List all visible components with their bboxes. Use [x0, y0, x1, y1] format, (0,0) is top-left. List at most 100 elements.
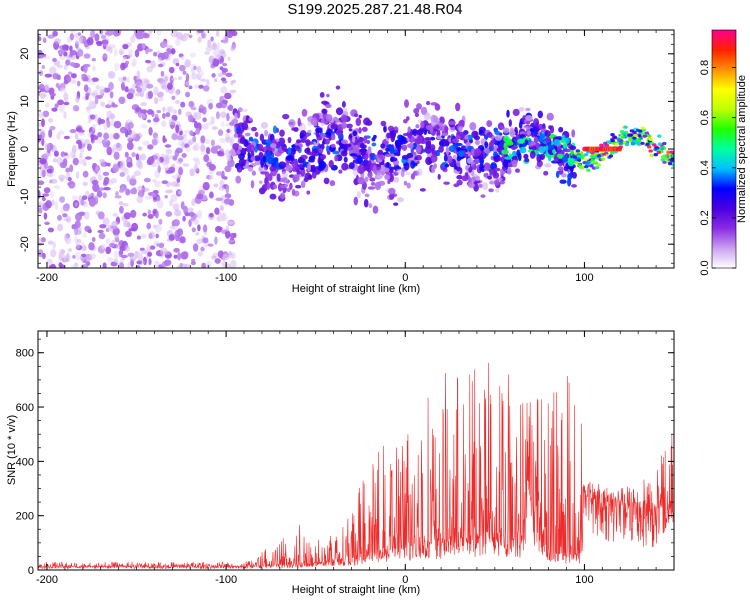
heatmap-cell — [135, 76, 141, 81]
heatmap-cell — [476, 164, 481, 170]
heatmap-cell — [147, 119, 151, 123]
heatmap-cell — [156, 30, 162, 36]
heatmap-cell — [223, 176, 228, 180]
heatmap-cell — [216, 150, 224, 155]
heatmap-cell — [228, 116, 235, 120]
heatmap-cell — [39, 92, 46, 99]
heatmap-cell — [82, 76, 89, 82]
heatmap-cell — [407, 126, 411, 133]
heatmap-cell — [363, 198, 369, 208]
heatmap-cell — [424, 136, 431, 141]
heatmap-cell — [660, 155, 666, 159]
heatmap-cell — [179, 130, 183, 136]
heatmap-cell — [225, 184, 229, 194]
heatmap-cell — [208, 56, 214, 64]
heatmap-cell — [266, 181, 271, 190]
heatmap-cell — [120, 254, 128, 259]
heatmap-cell — [45, 102, 50, 108]
heatmap-cell — [172, 155, 178, 161]
heatmap-cell — [403, 180, 408, 186]
heatmap-cell — [41, 252, 46, 260]
heatmap-cell — [569, 145, 577, 151]
heatmap-cell — [334, 155, 339, 162]
heatmap-cell — [671, 154, 674, 158]
heatmap-cell — [188, 114, 194, 123]
heatmap-cell — [384, 153, 392, 158]
heatmap-cell — [124, 151, 129, 158]
heatmap-cell — [109, 133, 114, 141]
heatmap-cell — [390, 157, 398, 162]
heatmap-cell — [50, 248, 57, 258]
heatmap-cell — [219, 48, 225, 55]
heatmap-cell — [68, 248, 72, 252]
heatmap-cell — [264, 129, 269, 137]
heatmap-cell — [531, 145, 537, 151]
heatmap-cell — [58, 130, 65, 135]
heatmap-cell — [146, 244, 151, 253]
heatmap-cell — [341, 150, 348, 157]
heatmap-cell — [328, 160, 334, 168]
heatmap-cell — [91, 179, 99, 185]
heatmap-cell — [189, 168, 195, 177]
heatmap-cell — [529, 150, 536, 159]
heatmap-cell — [482, 182, 488, 191]
colorbar-gradient — [712, 30, 736, 268]
heatmap-cell — [506, 167, 512, 175]
heatmap-cell — [502, 159, 509, 168]
heatmap-cell — [170, 181, 179, 187]
heatmap-cell — [486, 131, 493, 138]
heatmap-cell — [320, 118, 325, 127]
heatmap-cell — [91, 123, 97, 132]
heatmap-cell — [432, 115, 439, 123]
heatmap-cell — [477, 183, 483, 189]
heatmap-cell — [157, 57, 162, 63]
heatmap-cell — [483, 166, 491, 171]
heatmap-cell — [46, 168, 53, 174]
heatmap-cell — [86, 257, 91, 263]
heatmap-cell — [112, 30, 121, 37]
heatmap-cell — [259, 180, 263, 184]
heatmap-cell — [545, 136, 551, 143]
heatmap-cell — [142, 212, 147, 217]
snr-series-line — [38, 362, 674, 570]
heatmap-cell — [202, 224, 208, 233]
heatmap-cell — [125, 188, 131, 196]
heatmap-cell — [79, 200, 87, 206]
heatmap-cell — [541, 123, 546, 131]
heatmap-cell — [190, 216, 196, 222]
heatmap-cell — [69, 62, 76, 67]
heatmap-cell — [439, 122, 443, 127]
heatmap-cell — [544, 163, 552, 168]
heatmap-cell — [136, 70, 141, 78]
heatmap-cell — [286, 187, 291, 193]
heatmap-cell — [148, 258, 152, 266]
heatmap-cell — [166, 82, 173, 90]
heatmap-cell — [280, 192, 286, 200]
heatmap-cell — [91, 65, 96, 72]
heatmap-cell — [153, 86, 159, 96]
heatmap-cell — [135, 81, 143, 87]
heatmap-cell — [82, 170, 89, 178]
heatmap-cell — [230, 148, 237, 157]
heatmap-cell — [211, 126, 218, 130]
heatmap-cell — [72, 78, 77, 83]
heatmap-cell — [191, 227, 196, 233]
heatmap-cell — [142, 43, 146, 50]
heatmap-cell — [98, 232, 106, 240]
heatmap-cell — [56, 132, 61, 140]
heatmap-cell — [307, 162, 311, 172]
heatmap-cell — [589, 164, 594, 168]
heatmap-cell — [583, 153, 589, 157]
heatmap-cell — [330, 133, 336, 141]
heatmap-cell — [616, 137, 621, 141]
heatmap-cell — [117, 261, 121, 265]
heatmap-cell — [63, 152, 68, 156]
heatmap-cell — [436, 135, 442, 140]
heatmap-cell — [39, 52, 44, 59]
heatmap-cell — [223, 198, 232, 205]
heatmap-cell — [250, 156, 256, 162]
heatmap-cell — [67, 176, 72, 182]
heatmap-cell — [177, 76, 183, 80]
heatmap-cell — [254, 145, 258, 153]
heatmap-cell — [501, 149, 509, 155]
